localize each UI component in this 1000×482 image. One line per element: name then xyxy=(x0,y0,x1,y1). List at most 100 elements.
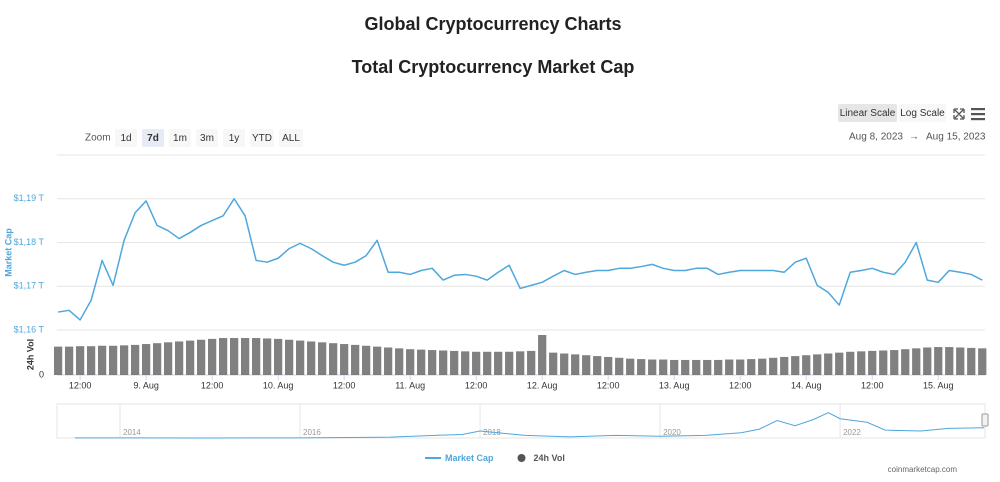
volume-bar xyxy=(857,351,866,375)
chart-title: Total Cryptocurrency Market Cap xyxy=(352,57,635,77)
volume-bar xyxy=(670,359,679,375)
button-label: 1y xyxy=(229,133,240,144)
zoom-button[interactable]: ALL xyxy=(279,129,303,147)
volume-bar xyxy=(538,335,547,375)
button-label: Log Scale xyxy=(900,108,945,119)
legend-symbol xyxy=(517,454,526,462)
volume-bar xyxy=(703,359,712,375)
volume-bar xyxy=(758,358,767,375)
zoom-button[interactable]: 1m xyxy=(169,129,191,147)
x-tick-label: 15. Aug xyxy=(923,380,954,390)
volume-bar xyxy=(945,347,954,375)
navigator-label: 2022 xyxy=(843,428,861,437)
volume-bar xyxy=(593,356,602,375)
volume-bar xyxy=(64,346,74,375)
volume-bar xyxy=(692,359,701,375)
volume-bar xyxy=(571,354,580,375)
y-tick-label: $1,18 T xyxy=(14,237,45,247)
volume-bar xyxy=(340,344,349,375)
y-tick-label: $1,17 T xyxy=(14,281,45,291)
navigator-handle[interactable] xyxy=(981,413,989,427)
button-label: 1d xyxy=(120,133,131,144)
volume-bar xyxy=(395,348,404,375)
zoom-button[interactable]: 3m xyxy=(196,129,218,147)
volume-bar xyxy=(747,359,756,375)
y2-axis-title: 24h Vol xyxy=(25,339,35,370)
volume-bar xyxy=(967,347,976,375)
volume-bar xyxy=(934,347,943,375)
zoom-label: Zoom xyxy=(85,133,111,144)
volume-bar xyxy=(130,344,140,375)
volume-bar xyxy=(329,343,338,375)
volume-bar xyxy=(835,352,844,375)
x-tick-label: 12:00 xyxy=(201,380,224,390)
button-bg xyxy=(899,104,946,122)
volume-bar xyxy=(384,347,393,375)
range-separator: → xyxy=(909,132,919,143)
volume-bar xyxy=(461,351,470,375)
button-label: ALL xyxy=(282,133,300,144)
x-tick-label: 12. Aug xyxy=(527,380,558,390)
volume-bar xyxy=(163,342,173,375)
volume-bar xyxy=(505,351,514,375)
scale-button[interactable]: Log Scale xyxy=(899,104,946,122)
volume-bar xyxy=(769,357,778,375)
button-bg xyxy=(115,129,137,147)
volume-bar xyxy=(417,349,426,375)
volume-bar xyxy=(813,354,822,375)
menu-icon xyxy=(971,118,985,121)
legend-item[interactable]: 24h Vol xyxy=(517,453,565,463)
volume-bar xyxy=(307,341,316,375)
volume-bar xyxy=(274,338,283,375)
button-label: 3m xyxy=(200,133,214,144)
volume-bar xyxy=(285,339,294,375)
volume-bar xyxy=(527,350,536,375)
zoom-button[interactable]: 1d xyxy=(115,129,137,147)
x-tick-label: 12:00 xyxy=(333,380,356,390)
volume-bar xyxy=(362,345,371,375)
volume-bar xyxy=(802,355,811,375)
volume-bar xyxy=(86,346,96,375)
volume-bar xyxy=(648,359,657,375)
x-tick-label: 13. Aug xyxy=(659,380,690,390)
volume-bar xyxy=(725,359,734,375)
scale-button[interactable]: Linear Scale xyxy=(838,104,897,122)
volume-bar xyxy=(185,340,195,375)
volume-bar xyxy=(241,338,250,375)
y-axis-title: Market Cap xyxy=(3,228,13,277)
button-label: YTD xyxy=(252,133,272,144)
volume-bar xyxy=(978,348,987,375)
y2-tick-label: 0 xyxy=(39,369,44,379)
fullscreen-icon xyxy=(953,108,965,120)
volume-bar xyxy=(846,351,855,375)
button-bg xyxy=(279,129,303,147)
zoom-button[interactable]: 1y xyxy=(223,129,245,147)
legend-item[interactable]: Market Cap xyxy=(425,453,494,463)
zoom-button[interactable]: 7d xyxy=(142,129,164,147)
volume-bar xyxy=(560,353,569,375)
volume-bar xyxy=(472,351,481,375)
navigator-line xyxy=(75,412,985,439)
button-bg xyxy=(223,129,245,147)
x-tick-label: 12:00 xyxy=(729,380,752,390)
volume-bar xyxy=(637,359,646,375)
volume-bar xyxy=(196,339,206,375)
range-to: Aug 15, 2023 xyxy=(926,132,986,143)
legend-label: Market Cap xyxy=(445,453,494,463)
volume-bar xyxy=(119,345,129,375)
volume-bar xyxy=(219,338,228,375)
volume-bar xyxy=(318,342,327,375)
x-tick-label: 9. Aug xyxy=(133,380,159,390)
button-bg xyxy=(250,129,274,147)
menu-button[interactable] xyxy=(971,108,985,121)
volume-bar xyxy=(681,359,690,375)
volume-bar xyxy=(626,358,635,375)
menu-icon xyxy=(971,113,985,116)
zoom-button[interactable]: YTD xyxy=(250,129,274,147)
fullscreen-button[interactable] xyxy=(953,108,965,120)
volume-bar xyxy=(450,350,459,375)
volume-bar xyxy=(97,345,107,375)
x-tick-label: 10. Aug xyxy=(263,380,294,390)
volume-bar xyxy=(780,356,789,375)
